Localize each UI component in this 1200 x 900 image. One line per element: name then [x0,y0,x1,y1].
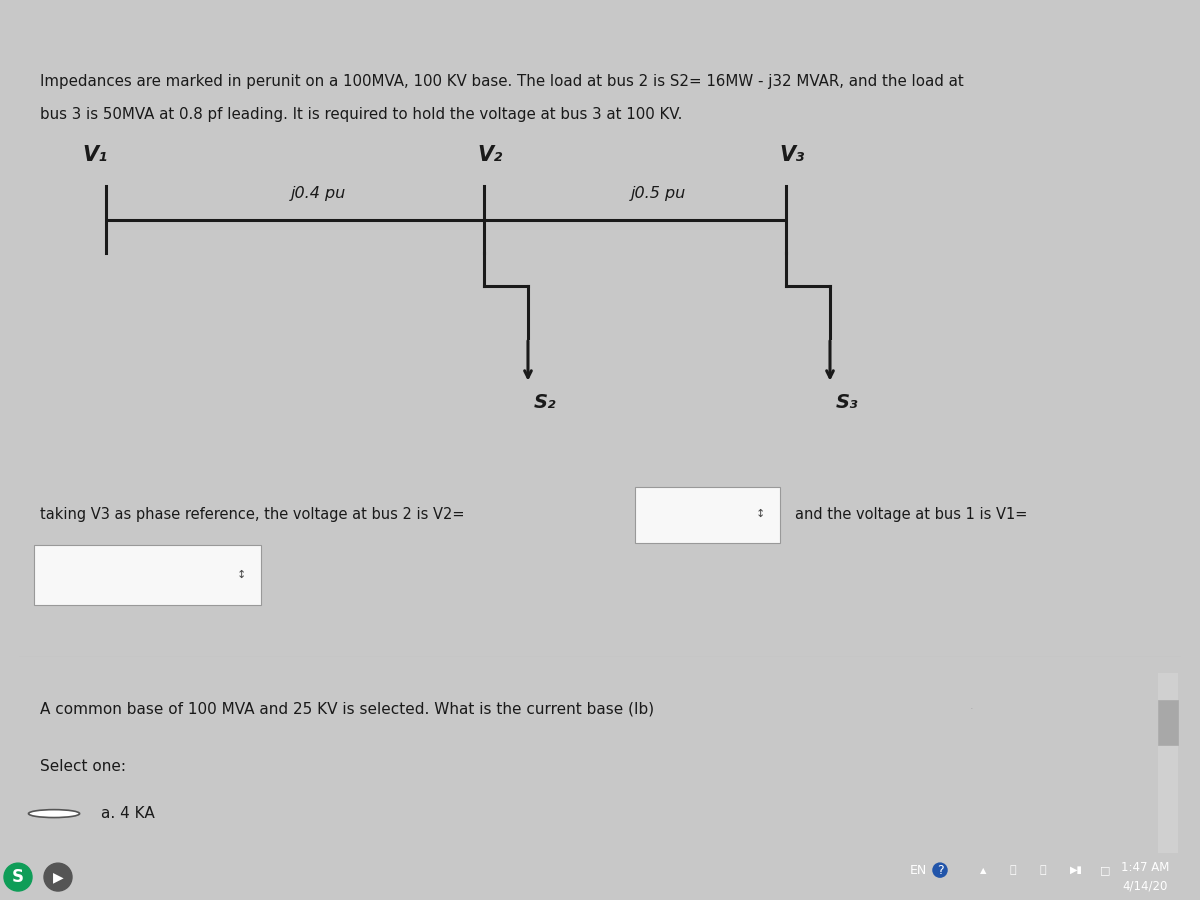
Text: Impedances are marked in perunit on a 100MVA, 100 KV base. The load at bus 2 is : Impedances are marked in perunit on a 10… [40,74,964,89]
Circle shape [44,863,72,891]
Text: A common base of 100 MVA and 25 KV is selected. What is the current base (Ib): A common base of 100 MVA and 25 KV is se… [40,702,654,716]
Text: j0.4 pu: j0.4 pu [290,186,346,202]
Text: 4/14/20: 4/14/20 [1122,879,1168,893]
FancyBboxPatch shape [635,487,780,543]
Text: S₃: S₃ [836,392,858,411]
Text: a. 4 KA: a. 4 KA [101,806,155,821]
Text: S: S [12,868,24,886]
FancyBboxPatch shape [35,544,260,606]
Circle shape [29,810,79,817]
Text: ▲: ▲ [980,866,986,875]
Text: V₃: V₃ [779,145,804,165]
Text: □: □ [1100,865,1110,875]
Text: ?: ? [937,864,943,877]
Text: taking V3 as phase reference, the voltage at bus 2 is V2=: taking V3 as phase reference, the voltag… [40,507,464,522]
Text: ▶▮: ▶▮ [1070,865,1082,875]
Text: ↕: ↕ [756,509,764,519]
Text: V₂: V₂ [478,145,503,165]
Text: j0.5 pu: j0.5 pu [630,186,685,202]
Circle shape [4,863,32,891]
Text: .: . [970,700,973,711]
Text: and the voltage at bus 1 is V1=: and the voltage at bus 1 is V1= [796,507,1027,522]
Text: bus 3 is 50MVA at 0.8 pf leading. It is required to hold the voltage at bus 3 at: bus 3 is 50MVA at 0.8 pf leading. It is … [40,107,683,122]
Text: ↕: ↕ [236,570,246,580]
Text: S₂: S₂ [534,392,557,411]
Text: Select one:: Select one: [40,760,126,774]
Text: 📷: 📷 [1010,865,1016,875]
Text: ▶: ▶ [53,870,64,884]
Text: V₁: V₁ [82,145,107,165]
Text: 🔊: 🔊 [1040,865,1046,875]
FancyBboxPatch shape [1158,700,1178,745]
Text: 1:47 AM: 1:47 AM [1121,860,1169,874]
FancyBboxPatch shape [1158,673,1178,853]
Text: EN: EN [910,864,928,877]
